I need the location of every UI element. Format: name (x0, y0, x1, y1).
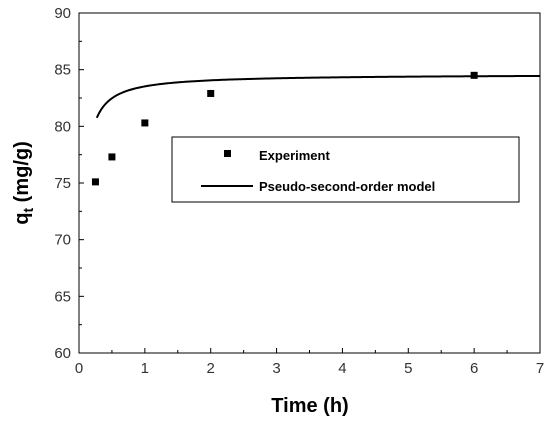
legend-box (171, 136, 520, 203)
x-tick-label: 0 (75, 360, 83, 377)
legend-experiment-marker (224, 150, 231, 157)
x-tick-label: 5 (404, 360, 412, 377)
y-tick-label: 85 (54, 62, 71, 79)
plot-area (91, 71, 541, 186)
experiment-point (108, 153, 116, 161)
model-curve (95, 74, 541, 119)
x-tick-label: 7 (536, 360, 544, 377)
y-axis-title-unit: (mg/g) (11, 141, 33, 208)
x-tick-label: 3 (272, 360, 280, 377)
y-axis-title-subscript: t (20, 208, 36, 213)
y-tick-label: 60 (54, 345, 71, 362)
experiment-point (141, 119, 149, 127)
experiment-point (91, 178, 99, 186)
legend-experiment-label: Experiment (259, 148, 330, 163)
x-axis-ticks: 0 1 2 3 4 5 6 7 (75, 348, 544, 377)
y-axis-title: qt (mg/g) (11, 141, 36, 225)
legend-model-label: Pseudo-second-order model (259, 179, 435, 194)
y-axis-ticks: 60 65 70 75 80 85 90 (54, 5, 84, 362)
experiment-point (470, 71, 478, 79)
y-tick-label: 75 (54, 175, 71, 192)
y-tick-label: 80 (54, 118, 71, 135)
x-tick-label: 6 (470, 360, 478, 377)
y-axis-title-main: q (11, 213, 33, 225)
legend: Experiment Pseudo-second-order model (171, 136, 520, 203)
y-tick-label: 90 (54, 5, 71, 22)
x-tick-label: 1 (141, 360, 149, 377)
x-tick-label: 2 (207, 360, 215, 377)
experiment-point (207, 89, 215, 97)
y-tick-label: 70 (54, 232, 71, 249)
x-axis-title: Time (h) (271, 395, 348, 417)
y-tick-label: 65 (54, 288, 71, 305)
x-tick-label: 4 (338, 360, 346, 377)
plot-frame (78, 12, 541, 354)
